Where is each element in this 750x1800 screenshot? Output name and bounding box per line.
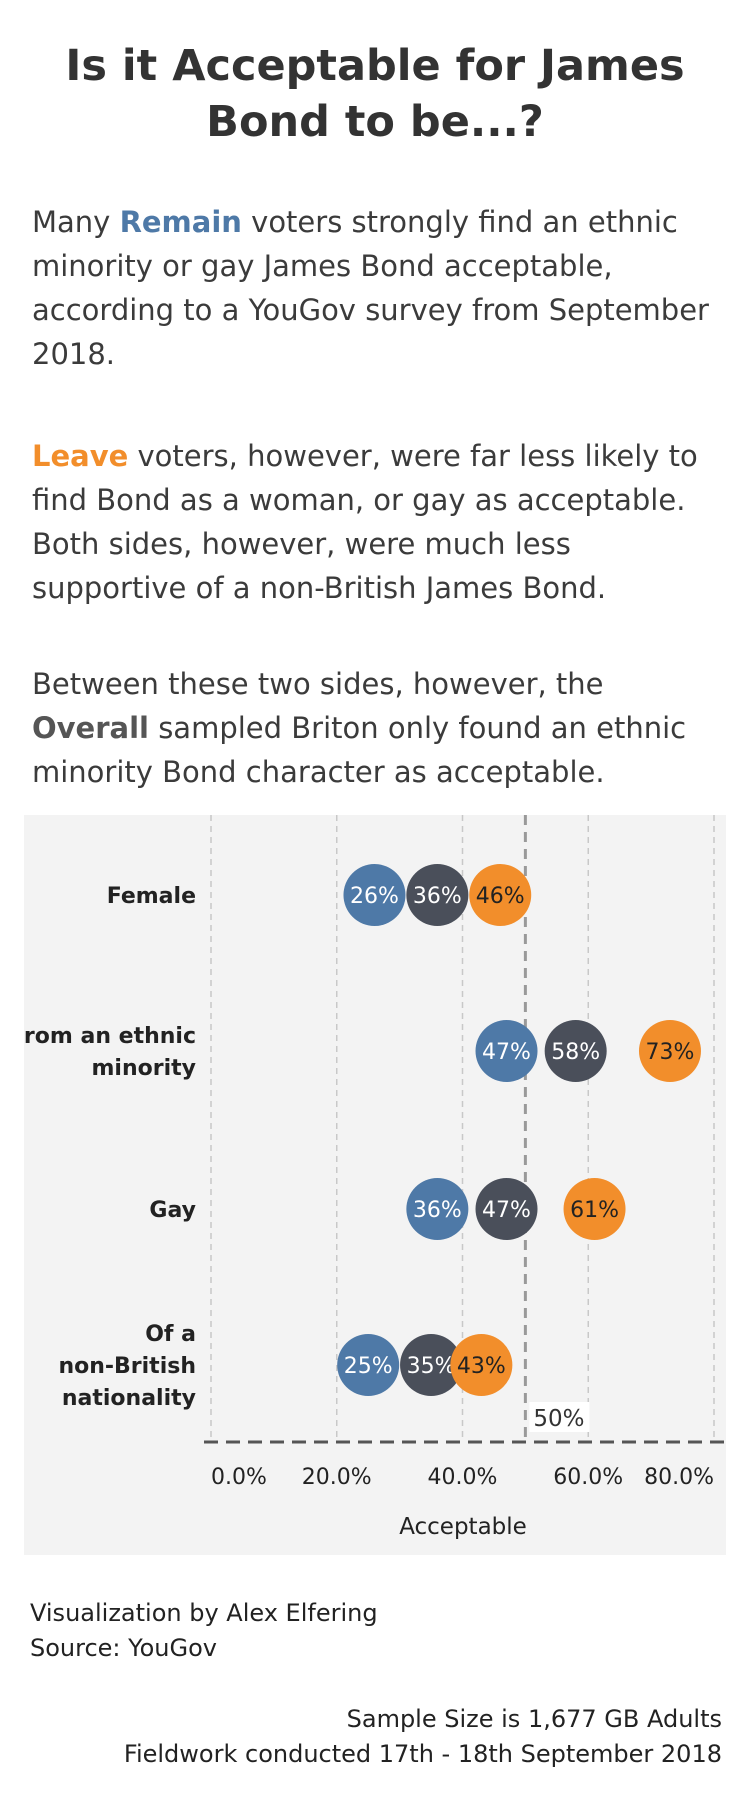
dot-leave-3 (450, 1334, 513, 1396)
x-tick-label-80: 80.0% (644, 1465, 714, 1490)
data-label-overall-1: 58% (551, 1040, 600, 1065)
data-label-leave-0: 46% (476, 884, 525, 909)
dot-remain-2 (406, 1178, 469, 1240)
remain-keyword: Remain (119, 205, 242, 239)
p3-before: Between these two sides, however, the (32, 667, 604, 701)
category-label-2-0: Gay (149, 1198, 196, 1223)
p1-after: voters strongly find an ethnic minority … (32, 205, 709, 371)
data-label-leave-2: 61% (570, 1198, 619, 1223)
reference-label: 50% (533, 1406, 584, 1432)
dot-leave-1 (638, 1020, 701, 1082)
category-label-1-1: minority (92, 1056, 197, 1081)
category-label-3-1: non-British (58, 1354, 196, 1379)
data-label-overall-3: 35% (407, 1354, 456, 1379)
overall-keyword: Overall (32, 711, 149, 745)
x-tick-label-20: 20.0% (302, 1465, 372, 1490)
x-tick-label-40: 40.0% (428, 1465, 498, 1490)
fieldwork-text: Fieldwork conducted 17th - 18th Septembe… (123, 1740, 722, 1768)
p3-after: sampled Briton only found an ethnic mino… (32, 711, 687, 789)
category-label-3-0: Of a (145, 1322, 196, 1347)
data-label-overall-0: 36% (413, 884, 462, 909)
intro-paragraph-overall: Between these two sides, however, the Ov… (32, 662, 722, 794)
chart-title: Is it Acceptable for James Bond to be...… (65, 41, 685, 147)
dot-plot-chart: 50% Female From an ethnic minority Gay Of a no… (24, 815, 726, 1540)
sample-size-text: Sample Size is 1,677 GB Adults (346, 1705, 722, 1733)
dot-remain-1 (475, 1020, 538, 1082)
x-axis-title: Acceptable (399, 1514, 527, 1540)
dot-remain-0 (343, 864, 406, 926)
category-label-3-2: nationality (62, 1386, 196, 1411)
intro-paragraph-remain: Many Remain voters strongly find an ethn… (32, 200, 722, 376)
credit-text: Visualization by Alex Elfering (30, 1599, 378, 1627)
data-label-leave-1: 73% (646, 1040, 695, 1065)
dot-leave-2 (563, 1178, 626, 1240)
category-label-1-0: From an ethnic (24, 1024, 196, 1049)
data-label-remain-3: 25% (344, 1354, 393, 1379)
p1-before: Many (32, 205, 120, 239)
p2-after: voters, however, were far less likely to… (32, 439, 698, 605)
category-label-0-0: Female (107, 884, 196, 909)
dot-overall-3 (400, 1334, 463, 1396)
data-label-remain-1: 47% (482, 1040, 531, 1065)
intro-paragraph-leave: Leave voters, however, were far less lik… (32, 434, 722, 610)
dot-leave-0 (469, 864, 532, 926)
reference-label-bg (529, 1402, 590, 1432)
dot-overall-2 (475, 1178, 538, 1240)
source-text: Source: YouGov (30, 1634, 217, 1662)
x-tick-label-60: 60.0% (553, 1465, 623, 1490)
dot-remain-3 (337, 1334, 400, 1396)
data-label-overall-2: 47% (482, 1198, 531, 1223)
leave-keyword: Leave (32, 439, 129, 473)
dot-overall-1 (544, 1020, 607, 1082)
dot-overall-0 (406, 864, 469, 926)
data-label-remain-0: 26% (350, 884, 399, 909)
data-label-remain-2: 36% (413, 1198, 462, 1223)
x-tick-label-0: 0.0% (211, 1465, 267, 1490)
data-label-leave-3: 43% (457, 1354, 506, 1379)
